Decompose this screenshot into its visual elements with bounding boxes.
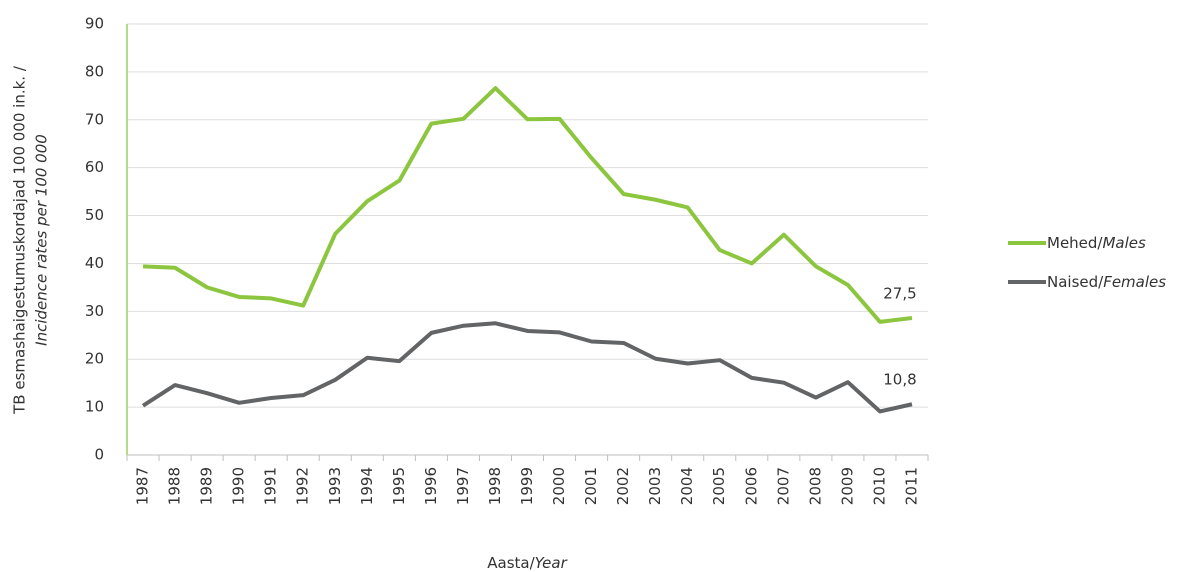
- legend-name: Naised/: [1047, 273, 1104, 291]
- annotation: 10,8: [883, 371, 916, 389]
- annotation: 27,5: [883, 285, 916, 303]
- x-tick-label: 2009: [838, 467, 856, 505]
- x-tick-label: 1993: [326, 467, 344, 505]
- y-axis-label: TB esmashaigestumuskordajad 100 000 in.k…: [11, 65, 29, 415]
- x-tick-label: 1999: [518, 467, 536, 505]
- y-axis-label-en: Incidence rates per 100 000: [33, 134, 51, 346]
- x-label-italic: Year: [535, 554, 568, 572]
- x-tick-label: 1996: [422, 467, 440, 505]
- x-tick-label: 2000: [550, 467, 568, 505]
- y-tick-label: 30: [85, 302, 104, 320]
- x-tick-label: 1995: [390, 467, 408, 505]
- x-tick-label: 2005: [710, 467, 728, 505]
- x-tick-label: 1992: [294, 467, 312, 505]
- series-line: [142, 86, 913, 324]
- x-tick-label: 1989: [198, 467, 216, 505]
- x-tick-label: 2004: [678, 467, 696, 505]
- y-tick-label: 0: [94, 446, 104, 464]
- legend-name-en: Males: [1102, 234, 1146, 252]
- x-tick-label: 1991: [262, 467, 280, 505]
- y-tick-label: 80: [85, 62, 104, 80]
- legend-name-en: Females: [1103, 273, 1166, 291]
- x-tick-label: 2003: [646, 467, 664, 505]
- y-tick-label: 40: [85, 254, 104, 272]
- y-tick-label: 50: [85, 206, 104, 224]
- x-tick-label: 2006: [742, 467, 760, 505]
- x-tick-label: 2007: [774, 467, 792, 505]
- y-tick-label: 70: [85, 110, 104, 128]
- x-tick-label: 1994: [358, 467, 376, 505]
- x-label-text: Aasta/: [487, 554, 535, 572]
- y-tick-label: 20: [85, 350, 104, 368]
- legend-name: Mehed/: [1047, 234, 1103, 252]
- legend-label: Naised/Females: [1047, 273, 1166, 291]
- legend-label: Mehed/Males: [1047, 234, 1146, 252]
- x-tick-label: 1998: [486, 467, 504, 505]
- x-tick-label: 1997: [454, 467, 472, 505]
- x-tick-label: 2011: [902, 467, 920, 505]
- x-tick-label: 2010: [870, 467, 888, 505]
- x-tick-label: 1990: [230, 467, 248, 505]
- y-tick-label: 60: [85, 158, 104, 176]
- y-tick-label: 10: [85, 398, 104, 416]
- series-line: [141, 321, 913, 414]
- x-tick-label: 2001: [582, 467, 600, 505]
- x-tick-label: 1987: [134, 467, 152, 505]
- x-tick-label: 2002: [614, 467, 632, 505]
- x-axis-label: Aasta/Year: [487, 554, 567, 572]
- x-tick-label: 2008: [806, 467, 824, 505]
- x-tick-label: 1988: [166, 467, 184, 505]
- y-tick-label: 90: [85, 15, 104, 33]
